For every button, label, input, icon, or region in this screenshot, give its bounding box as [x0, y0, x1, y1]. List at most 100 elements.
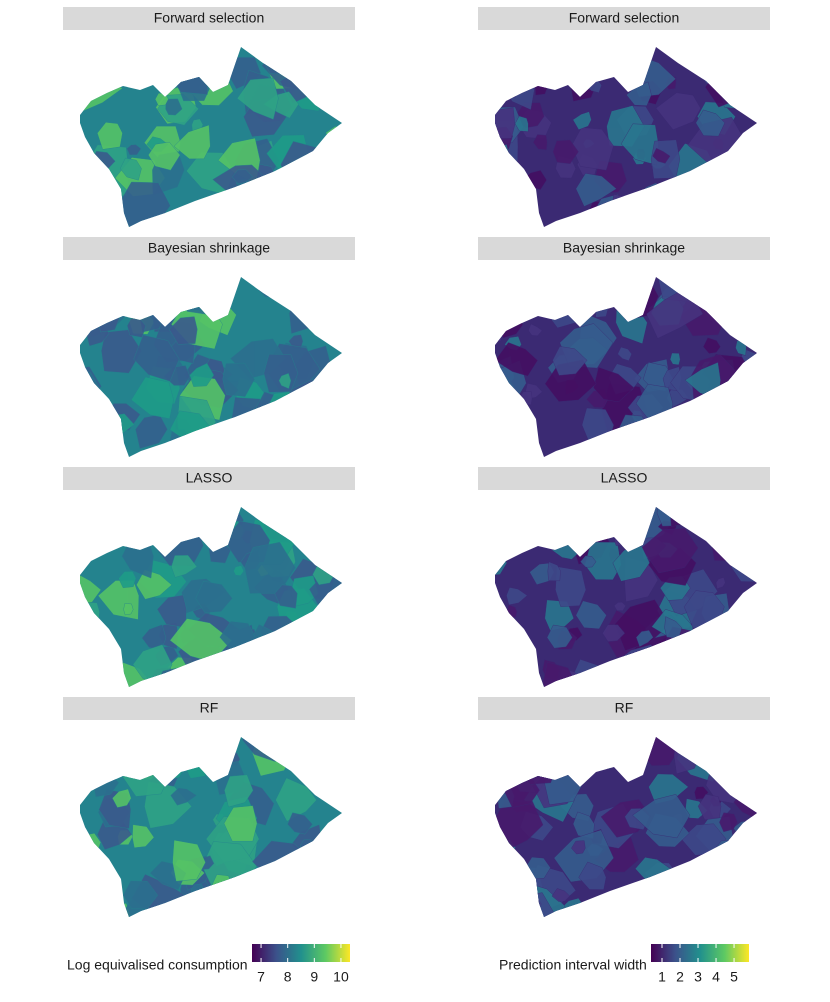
colorbar	[651, 944, 749, 962]
district	[617, 346, 632, 361]
district	[263, 353, 299, 393]
district	[231, 169, 253, 184]
map-panel: LASSO	[63, 467, 355, 687]
district	[303, 507, 321, 518]
district	[80, 856, 112, 884]
district	[580, 555, 597, 568]
district	[590, 507, 615, 521]
district	[314, 174, 342, 207]
district	[187, 277, 222, 299]
district	[258, 421, 286, 441]
district	[495, 66, 524, 98]
district	[278, 373, 292, 389]
district	[80, 295, 94, 324]
district	[80, 201, 88, 225]
strip	[478, 467, 770, 490]
district	[732, 659, 757, 687]
district	[552, 139, 579, 165]
map-panel: Bayesian shrinkage	[63, 237, 355, 457]
district	[302, 203, 334, 227]
district	[80, 866, 103, 895]
district	[719, 812, 738, 833]
district	[728, 386, 757, 412]
district	[299, 62, 336, 100]
map-panel: Bayesian shrinkage	[478, 237, 770, 457]
district	[725, 737, 757, 781]
district	[123, 277, 146, 304]
district	[254, 200, 269, 219]
district	[495, 143, 510, 166]
district	[626, 81, 652, 106]
tick-label: 8	[284, 969, 292, 985]
district	[295, 630, 331, 663]
district	[268, 279, 281, 291]
district	[528, 323, 543, 337]
district	[547, 561, 561, 582]
panel-title: RF	[615, 700, 634, 716]
district	[240, 207, 255, 220]
district	[732, 56, 757, 93]
district	[532, 134, 548, 151]
district	[112, 788, 132, 808]
district	[726, 308, 747, 325]
district	[498, 172, 523, 194]
district	[648, 660, 676, 687]
district	[591, 514, 611, 531]
district	[248, 426, 272, 453]
district	[184, 669, 211, 687]
district	[593, 366, 635, 403]
district	[675, 47, 700, 61]
tick-label: 3	[694, 969, 702, 985]
district	[287, 812, 313, 835]
district	[634, 192, 684, 227]
district	[714, 877, 741, 905]
choropleth	[495, 277, 757, 457]
district	[722, 277, 757, 305]
district	[694, 445, 711, 457]
panel-title: RF	[200, 700, 219, 716]
district	[156, 48, 189, 74]
district	[705, 436, 722, 454]
district	[513, 187, 533, 203]
district	[555, 566, 587, 607]
district	[495, 394, 528, 427]
strip	[63, 697, 355, 720]
district	[80, 277, 141, 320]
district	[729, 738, 757, 774]
districts	[495, 277, 757, 457]
strip	[63, 7, 355, 30]
strip	[478, 237, 770, 260]
district	[623, 897, 643, 917]
district	[300, 839, 317, 855]
district	[602, 624, 626, 642]
district	[681, 862, 705, 882]
district	[724, 507, 749, 528]
district	[711, 533, 738, 562]
tick-label: 7	[257, 969, 265, 985]
district	[716, 415, 742, 438]
district	[226, 903, 252, 917]
district	[717, 277, 757, 301]
district	[632, 794, 691, 839]
tick-label: 10	[333, 969, 349, 985]
district	[307, 775, 325, 790]
district	[103, 902, 131, 917]
district	[282, 189, 295, 201]
district	[594, 300, 609, 318]
district	[194, 895, 226, 917]
district	[540, 47, 586, 79]
district	[297, 183, 318, 202]
district	[495, 316, 505, 342]
district	[572, 111, 592, 130]
district	[669, 352, 681, 366]
district	[575, 600, 607, 630]
district	[504, 277, 547, 310]
colorbar	[252, 944, 350, 962]
district	[715, 577, 726, 590]
district	[236, 77, 279, 120]
district	[652, 147, 671, 164]
strip	[478, 7, 770, 30]
district	[635, 630, 654, 647]
district	[125, 507, 169, 538]
district	[223, 805, 258, 842]
